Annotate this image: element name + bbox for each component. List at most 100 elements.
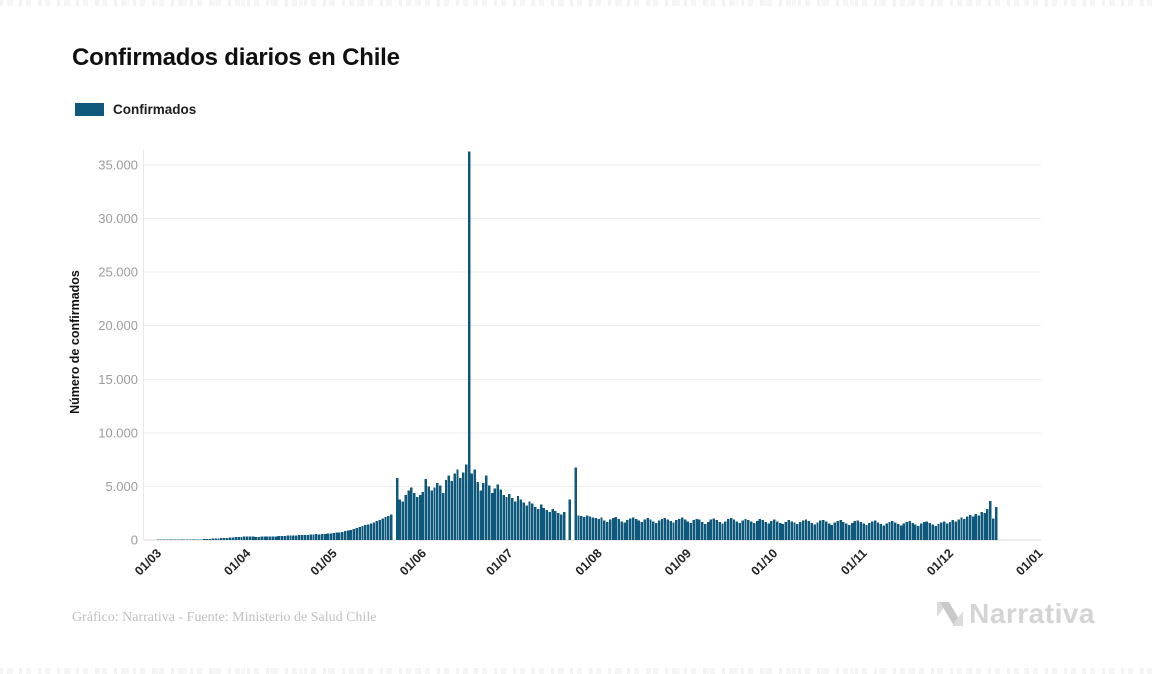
bar[interactable] — [804, 519, 808, 540]
bar[interactable] — [675, 520, 678, 540]
bar[interactable] — [280, 536, 284, 540]
bar[interactable] — [591, 517, 595, 541]
bar[interactable] — [899, 525, 903, 540]
bar[interactable] — [277, 536, 281, 540]
bar[interactable] — [511, 498, 514, 540]
bar[interactable] — [896, 524, 900, 540]
bar[interactable] — [240, 536, 243, 540]
bar[interactable] — [968, 514, 972, 540]
bar[interactable] — [459, 477, 462, 540]
bar[interactable] — [470, 473, 474, 540]
bar[interactable] — [487, 485, 491, 540]
bar[interactable] — [211, 538, 214, 540]
bar[interactable] — [381, 518, 384, 540]
bar[interactable] — [372, 522, 376, 540]
bar[interactable] — [369, 523, 373, 540]
bar[interactable] — [395, 478, 399, 540]
bar[interactable] — [597, 519, 600, 540]
bar[interactable] — [223, 538, 226, 540]
bar[interactable] — [349, 529, 353, 540]
bar[interactable] — [891, 520, 894, 540]
bar[interactable] — [850, 522, 854, 540]
bar[interactable] — [911, 522, 914, 540]
bar[interactable] — [375, 521, 379, 540]
bar[interactable] — [257, 536, 261, 540]
bar[interactable] — [225, 537, 229, 540]
bar[interactable] — [971, 516, 975, 540]
bar[interactable] — [796, 524, 799, 540]
bar[interactable] — [292, 535, 295, 540]
bar[interactable] — [528, 501, 531, 540]
bar[interactable] — [401, 501, 405, 540]
bar[interactable] — [974, 513, 978, 540]
bar[interactable] — [505, 497, 508, 540]
bar[interactable] — [822, 519, 825, 540]
bar[interactable] — [286, 535, 289, 540]
bar[interactable] — [980, 512, 983, 540]
bar[interactable] — [580, 515, 583, 540]
bar[interactable] — [830, 524, 834, 540]
bar[interactable] — [231, 537, 235, 540]
bar[interactable] — [450, 481, 453, 540]
bar[interactable] — [888, 521, 891, 540]
bar[interactable] — [790, 521, 793, 540]
bar[interactable] — [640, 521, 644, 540]
bar[interactable] — [508, 493, 511, 540]
bar[interactable] — [816, 522, 819, 540]
bar[interactable] — [989, 500, 992, 540]
bar[interactable] — [303, 534, 307, 540]
bar[interactable] — [701, 521, 704, 540]
bar[interactable] — [934, 526, 937, 540]
bar[interactable] — [214, 538, 217, 540]
bar[interactable] — [925, 521, 929, 540]
bar[interactable] — [588, 516, 592, 540]
bar[interactable] — [413, 492, 416, 540]
bar[interactable] — [490, 492, 494, 540]
bar[interactable] — [289, 535, 292, 541]
bar[interactable] — [462, 472, 465, 541]
bar[interactable] — [335, 532, 338, 540]
bar[interactable] — [712, 518, 716, 540]
bar[interactable] — [781, 523, 785, 540]
bar[interactable] — [315, 534, 318, 540]
bar[interactable] — [444, 480, 448, 540]
bar[interactable] — [234, 537, 237, 540]
bar[interactable] — [991, 518, 995, 540]
bar[interactable] — [931, 524, 934, 540]
bar[interactable] — [718, 521, 721, 540]
bar[interactable] — [614, 516, 618, 540]
bar[interactable] — [473, 469, 477, 540]
bar[interactable] — [404, 495, 407, 540]
bar[interactable] — [655, 522, 658, 540]
bar[interactable] — [902, 523, 906, 541]
bar[interactable] — [879, 523, 883, 540]
bar[interactable] — [922, 522, 926, 540]
bar[interactable] — [329, 533, 333, 540]
bar[interactable] — [799, 522, 802, 540]
bar[interactable] — [539, 504, 543, 540]
bar[interactable] — [703, 523, 707, 540]
bar[interactable] — [741, 520, 744, 540]
bar[interactable] — [750, 521, 753, 540]
bar[interactable] — [666, 519, 669, 540]
bar[interactable] — [513, 501, 517, 540]
bar[interactable] — [493, 488, 497, 540]
bar[interactable] — [266, 536, 269, 540]
bar[interactable] — [522, 502, 525, 541]
bar[interactable] — [845, 523, 848, 541]
bar[interactable] — [603, 520, 606, 540]
bar[interactable] — [631, 517, 635, 541]
bar[interactable] — [937, 523, 940, 540]
bar[interactable] — [882, 525, 885, 540]
bar[interactable] — [905, 522, 909, 540]
bar[interactable] — [269, 536, 272, 540]
legend-item-confirmados[interactable]: Confirmados — [75, 102, 196, 117]
bar[interactable] — [649, 519, 652, 540]
bar[interactable] — [634, 519, 638, 540]
bar[interactable] — [217, 538, 220, 540]
bar[interactable] — [577, 515, 580, 540]
bar[interactable] — [637, 520, 641, 540]
bar[interactable] — [928, 523, 932, 540]
bar[interactable] — [332, 533, 335, 540]
bar[interactable] — [536, 508, 540, 540]
